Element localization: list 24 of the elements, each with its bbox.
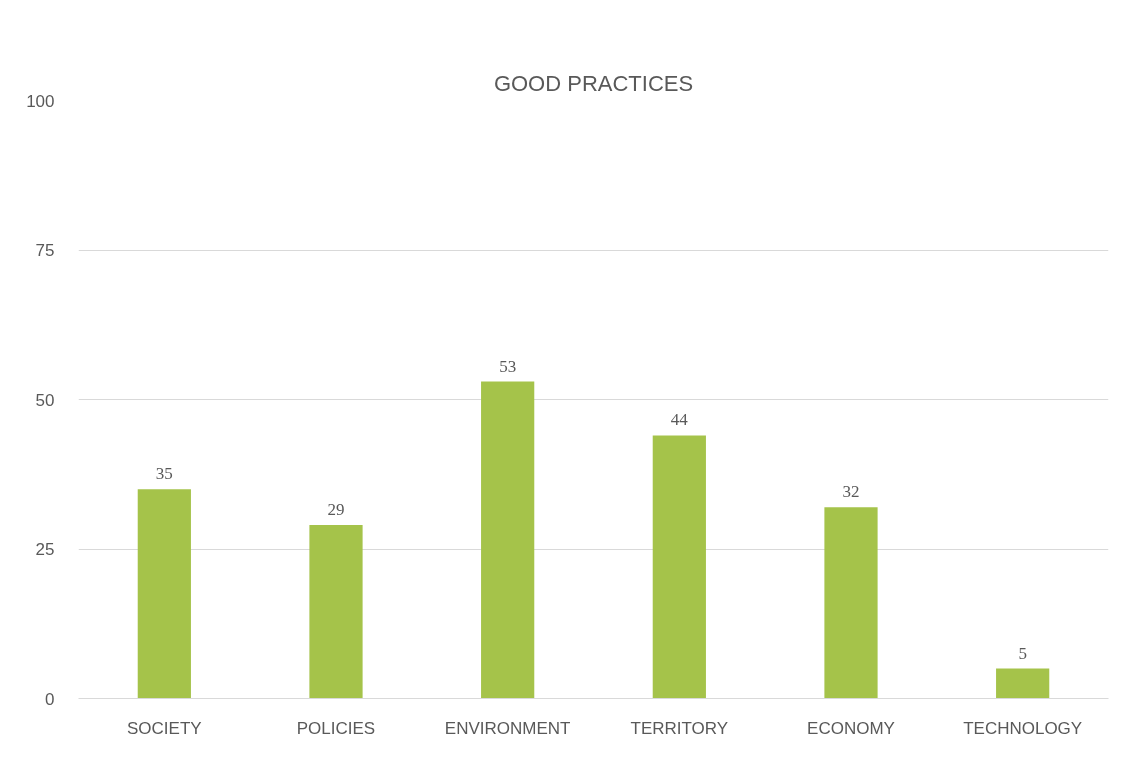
- data-label: 53: [499, 356, 517, 376]
- y-tick-label: 25: [35, 540, 55, 559]
- bar: [824, 507, 878, 699]
- bar: [481, 381, 535, 699]
- bar: [137, 489, 191, 699]
- data-label: 35: [155, 464, 173, 484]
- data-label: 29: [327, 500, 345, 520]
- y-tick-label: 100: [26, 91, 55, 111]
- data-label: 44: [670, 410, 689, 430]
- x-tick-label: ENVIRONMENT: [444, 718, 571, 738]
- x-tick-label: SOCIETY: [127, 718, 202, 738]
- data-label: 32: [842, 482, 860, 502]
- data-label: 5: [1018, 643, 1027, 663]
- y-tick-label: 50: [35, 390, 55, 410]
- chart-title: GOOD PRACTICES: [493, 70, 694, 96]
- y-tick-label: 0: [45, 689, 55, 709]
- x-tick-label: TECHNOLOGY: [963, 718, 1083, 738]
- x-tick-label: TERRITORY: [630, 718, 729, 738]
- bar: [309, 525, 363, 699]
- x-tick-label: POLICIES: [296, 718, 376, 738]
- bar: [652, 435, 706, 699]
- x-tick-label: ECONOMY: [807, 718, 895, 738]
- bar: [996, 668, 1050, 699]
- y-tick-label: 75: [35, 241, 55, 260]
